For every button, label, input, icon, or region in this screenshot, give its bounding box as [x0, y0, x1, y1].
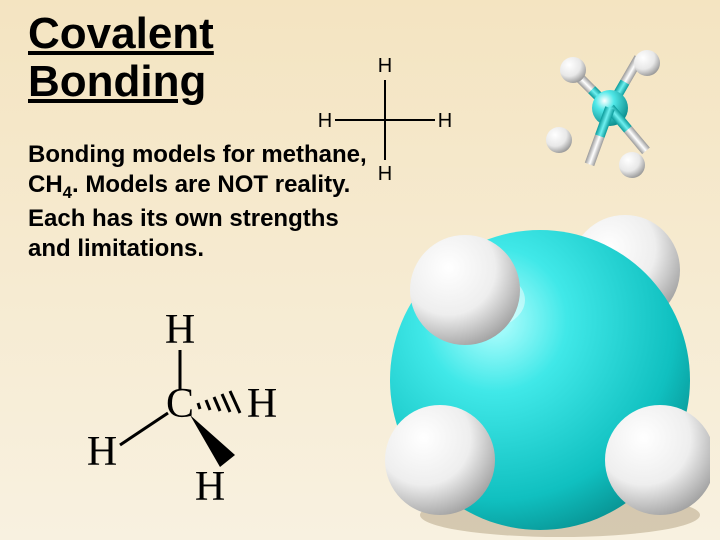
- slide-title: Covalent Bonding: [28, 10, 214, 107]
- formula-subscript: 4: [63, 183, 72, 202]
- lewis-h-left: H: [318, 110, 332, 132]
- lewis-h-right: H: [438, 110, 452, 132]
- title-line-1: Covalent: [28, 9, 214, 58]
- space-filling-model: [350, 205, 710, 545]
- ball-stick-model: [515, 30, 705, 190]
- wedge-h-right: H: [247, 381, 277, 427]
- title-line-2: Bonding: [28, 57, 206, 106]
- wedge-dash-diagram: C H H H H: [60, 305, 320, 525]
- wedge-h-left: H: [87, 429, 117, 475]
- wedge-center-c: C: [166, 381, 194, 427]
- wedge-h-top: H: [165, 307, 195, 353]
- lewis-h-top: H: [378, 55, 392, 77]
- lewis-cross-diagram: H H H H: [300, 50, 470, 190]
- formula-base: CH: [28, 171, 63, 198]
- lewis-h-bottom: H: [378, 163, 392, 185]
- wedge-h-bottom: H: [195, 464, 225, 510]
